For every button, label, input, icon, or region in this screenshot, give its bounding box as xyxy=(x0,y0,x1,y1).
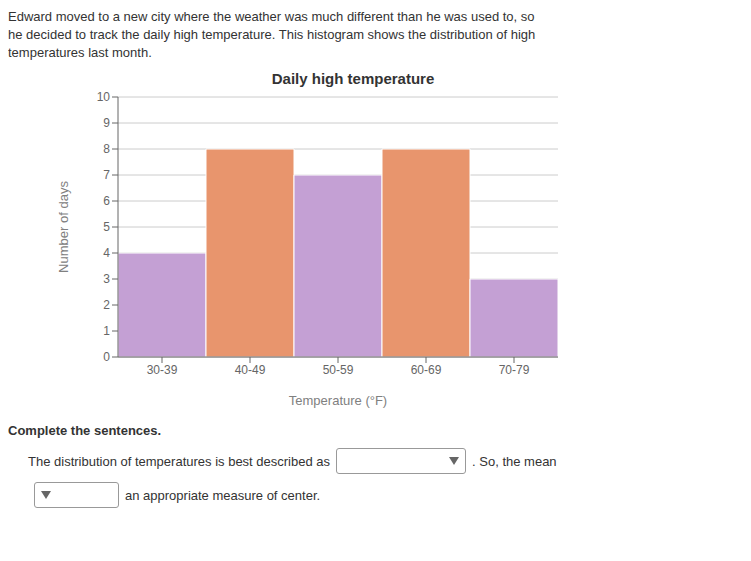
svg-text:5: 5 xyxy=(103,220,110,234)
svg-text:Temperature (°F): Temperature (°F) xyxy=(289,393,387,408)
svg-text:30-39: 30-39 xyxy=(147,363,178,377)
svg-text:50-59: 50-59 xyxy=(323,363,354,377)
html-text:Edward moved to a new city whe: Edward moved to a new city where the wea… xyxy=(8,9,535,24)
html-text:Complete the sentences.: Complete the sentences. xyxy=(8,423,162,438)
svg-text:3: 3 xyxy=(103,272,110,286)
html-text:. So, the mean: . So, the mean xyxy=(472,453,557,469)
svg-text:40-49: 40-49 xyxy=(235,363,266,377)
svg-text:7: 7 xyxy=(103,168,110,182)
svg-text:4: 4 xyxy=(103,246,110,260)
svg-text:1: 1 xyxy=(103,324,110,338)
svg-text:Number of days: Number of days xyxy=(56,181,71,273)
svg-text:9: 9 xyxy=(103,116,110,130)
svg-text:6: 6 xyxy=(103,194,110,208)
svg-text:8: 8 xyxy=(103,142,110,156)
html-text:Daily high temperature: Daily high temperature xyxy=(271,70,435,87)
html-text:he decided to track the daily: he decided to track the daily high tempe… xyxy=(8,27,536,42)
svg-text:0: 0 xyxy=(103,350,110,364)
svg-text:60-69: 60-69 xyxy=(411,363,442,377)
html-text:temperatures last month.: temperatures last month. xyxy=(8,45,152,60)
html-text:The distribution of temperatur: The distribution of temperatures is best… xyxy=(28,453,330,469)
svg-text:2: 2 xyxy=(103,298,110,312)
svg-text:10: 10 xyxy=(97,90,111,104)
svg-text:70-79: 70-79 xyxy=(499,363,530,377)
html-text:an appropriate measure of cent: an appropriate measure of center. xyxy=(125,487,321,503)
